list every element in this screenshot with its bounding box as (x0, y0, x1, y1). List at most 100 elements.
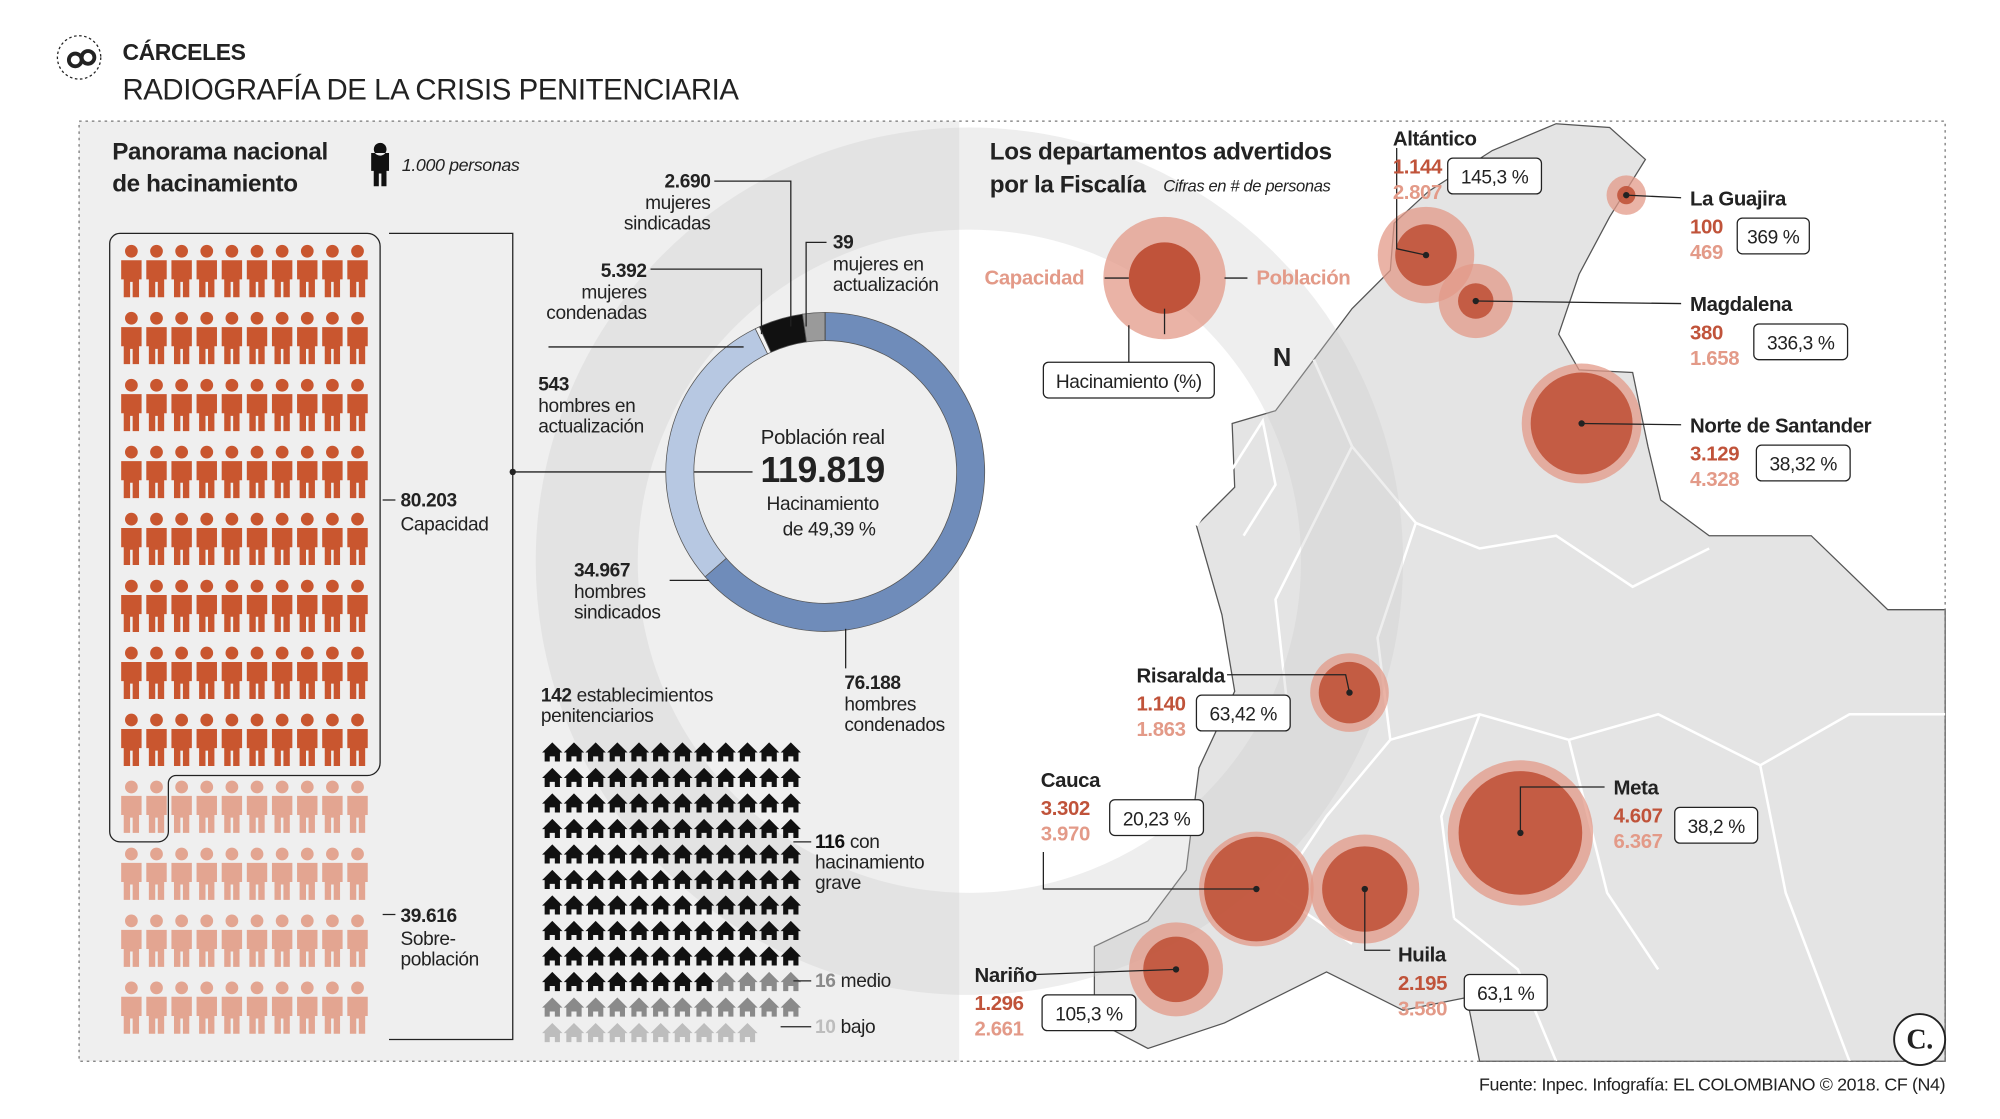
establishment-icon (607, 818, 628, 839)
establishment-icon (715, 895, 736, 915)
person-icon (121, 847, 142, 900)
logo: C. (1906, 1024, 1933, 1055)
dot (1253, 885, 1260, 893)
person-icon (322, 646, 343, 699)
person-icon (246, 914, 268, 967)
person-icon (171, 512, 192, 566)
leader-line (1581, 422, 1682, 426)
establishment-icon (607, 793, 628, 813)
department-name: Huila (1398, 945, 1447, 967)
person-icon (246, 311, 268, 365)
person-icon (121, 646, 142, 699)
level-value: 116 (815, 832, 845, 853)
legend-capacity (1128, 242, 1201, 314)
segment-text: mujeres (645, 193, 710, 214)
person-icon (347, 378, 368, 432)
person-icon (246, 780, 268, 833)
establishment-icon (650, 793, 671, 813)
person-icon (297, 646, 318, 699)
person-icon (246, 579, 268, 633)
legend-overcrowding-label: Hacinamiento (%) (1056, 372, 1202, 393)
establishment-icon (650, 767, 671, 787)
dot (1623, 191, 1630, 199)
overcrowding-box (1755, 444, 1851, 482)
person-icon (121, 713, 142, 766)
section-title: Panorama nacional (112, 138, 328, 165)
establishment-icon (693, 818, 715, 839)
person-icon (347, 311, 368, 365)
level-text: hacinamiento (815, 853, 924, 874)
establishment-icon (628, 946, 650, 966)
establishment-icon (758, 767, 780, 787)
legend-capacity-label: Capacidad (984, 267, 1084, 289)
person-icon (171, 445, 192, 499)
overcrowding-box (1195, 694, 1291, 732)
establishment-icon (693, 742, 715, 762)
leader-line (650, 268, 763, 335)
level-value: 10 (815, 1017, 836, 1038)
person-icon (271, 579, 293, 633)
establishment-icon (563, 920, 585, 941)
establishment-icon (672, 1022, 693, 1043)
establishment-icon (650, 818, 671, 839)
person-icon (347, 244, 368, 298)
establishment-icon (585, 920, 606, 941)
person-icon (246, 512, 268, 566)
person-icon (322, 244, 343, 298)
establishment-icon (737, 997, 758, 1017)
establishment-icon (693, 997, 715, 1017)
person-icon (297, 579, 318, 633)
establishment-icon (628, 895, 650, 915)
level-label: 16 medio (815, 971, 891, 992)
person-icon (271, 512, 293, 566)
establishment-icon (563, 946, 585, 966)
establishment-icon (672, 793, 693, 813)
level-text: bajo (841, 1017, 876, 1038)
department-name: Magdalena (1690, 294, 1793, 316)
establishment-icon (585, 946, 606, 966)
establishment-icon (693, 844, 715, 864)
establishments-title: 142 establecimientos (541, 686, 713, 707)
establishment-icon (542, 997, 563, 1017)
legend-population-label: Población (1256, 267, 1350, 289)
overcrowding-label: 145,3 % (1461, 168, 1529, 189)
overcrowding-label: 63,1 % (1477, 984, 1535, 1005)
person-icon (246, 244, 268, 298)
capacity-label: 3.302 (1041, 798, 1090, 820)
overcrowding-box (1109, 799, 1205, 837)
person-icon (322, 311, 343, 365)
person-icon (146, 445, 167, 499)
person-icon (146, 646, 167, 699)
person-icon (271, 646, 293, 699)
establishment-icon (780, 742, 802, 762)
section-title: de hacinamiento (112, 170, 297, 197)
establishment-icon (650, 844, 671, 864)
person-icon (271, 780, 293, 833)
person-icon (271, 981, 293, 1034)
establishment-icon (650, 997, 671, 1017)
brace-lines (382, 232, 753, 1041)
establishment-icon (672, 946, 693, 966)
dot (1172, 966, 1180, 973)
population-label: 3.970 (1041, 824, 1090, 846)
establishment-icon (715, 793, 736, 813)
person-icon (196, 579, 217, 633)
establishment-icon (563, 844, 585, 864)
department-name: Norte de Santander (1690, 415, 1872, 437)
person-icon (297, 981, 318, 1034)
person-icon (146, 579, 167, 633)
establishment-icon (563, 1022, 585, 1043)
person-icon (221, 914, 243, 967)
establishment-icon (715, 997, 736, 1017)
person-icon (171, 311, 192, 365)
person-icon (171, 579, 192, 633)
person-legend-icon (371, 142, 390, 187)
establishment-icon (585, 997, 606, 1017)
establishment-icon (585, 844, 606, 864)
department-name: La Guajira (1690, 188, 1787, 210)
person-icon (196, 512, 217, 566)
person-icon (271, 847, 293, 900)
capacity-label: 2.195 (1398, 973, 1447, 995)
establishment-icon (563, 767, 585, 787)
person-icon (347, 847, 368, 900)
